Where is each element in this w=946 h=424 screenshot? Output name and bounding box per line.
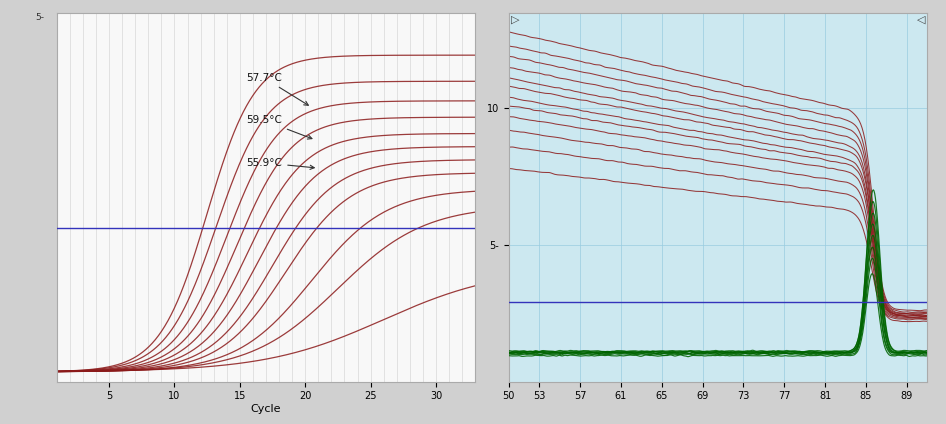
Text: 59.5°C: 59.5°C xyxy=(246,115,312,139)
X-axis label: Cycle: Cycle xyxy=(251,404,281,414)
Text: 57.7°C: 57.7°C xyxy=(246,73,308,105)
Text: ◁: ◁ xyxy=(917,14,925,25)
Text: 55.9°C: 55.9°C xyxy=(246,158,314,170)
Text: 5-: 5- xyxy=(35,13,44,22)
Text: ▷: ▷ xyxy=(511,14,519,25)
